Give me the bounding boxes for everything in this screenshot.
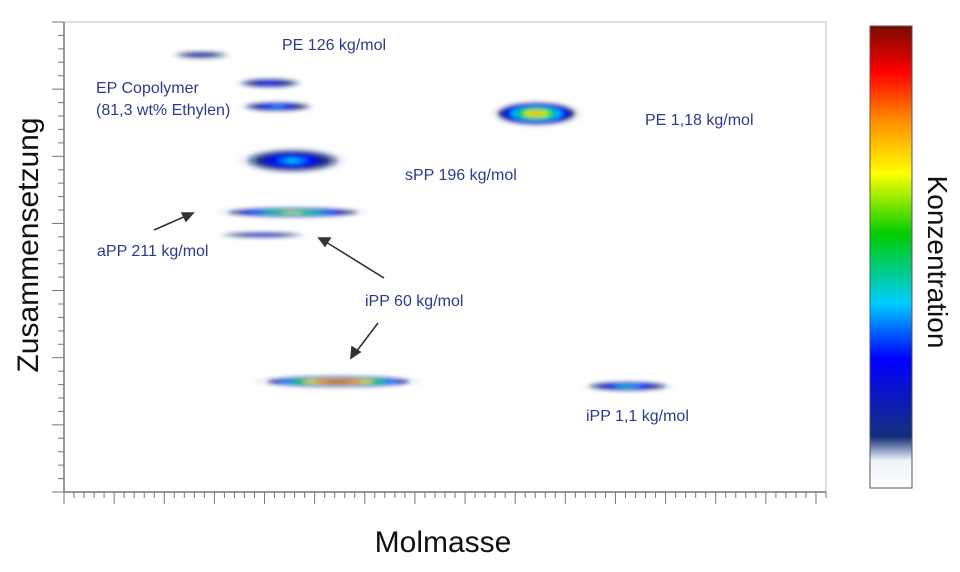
label-ipp-1-1: iPP 1,1 kg/mol — [586, 408, 689, 425]
annotation-arrows — [153, 212, 385, 360]
label-ep-copolymer: EP Copolymer — [96, 80, 200, 97]
y-ticks — [52, 21, 64, 493]
arrow-app — [153, 215, 187, 231]
label-app-211: aPP 211 kg/mol — [97, 243, 208, 260]
heatmap-spot — [239, 147, 346, 174]
heatmap-spot — [582, 381, 674, 392]
label-ipp-60: iPP 60 kg/mol — [365, 293, 463, 310]
heatmap-spot — [235, 77, 305, 89]
x-ticks — [63, 492, 827, 504]
arrow-ipp-upper-head — [317, 237, 332, 248]
heatmap-spot — [239, 101, 316, 112]
heatmap-spot — [216, 207, 369, 218]
y-axis-title: Zusammensetzung — [12, 117, 45, 372]
label-pe-126: PE 126 kg/mol — [282, 37, 386, 54]
plot-area — [63, 21, 827, 493]
arrow-app-head — [180, 212, 195, 223]
heatmap-spots — [170, 50, 674, 392]
heatmap-spot — [254, 375, 423, 388]
colorbar — [869, 25, 913, 489]
x-axis-title: Molmasse — [375, 526, 512, 559]
arrow-ipp-upper — [325, 241, 385, 279]
arrow-ipp-lower — [355, 322, 379, 353]
heatmap-spot — [170, 50, 232, 60]
colorbar-title: Konzentration — [922, 176, 953, 349]
heatmap-spot — [216, 231, 308, 239]
label-pe-1-18: PE 1,18 kg/mol — [645, 112, 754, 129]
heatmap-spot — [490, 100, 583, 127]
label-spp-196: sPP 196 kg/mol — [405, 167, 517, 184]
label-ep-ethylen: (81,3 wt% Ethylen) — [96, 102, 230, 119]
arrow-ipp-lower-head — [350, 345, 362, 360]
